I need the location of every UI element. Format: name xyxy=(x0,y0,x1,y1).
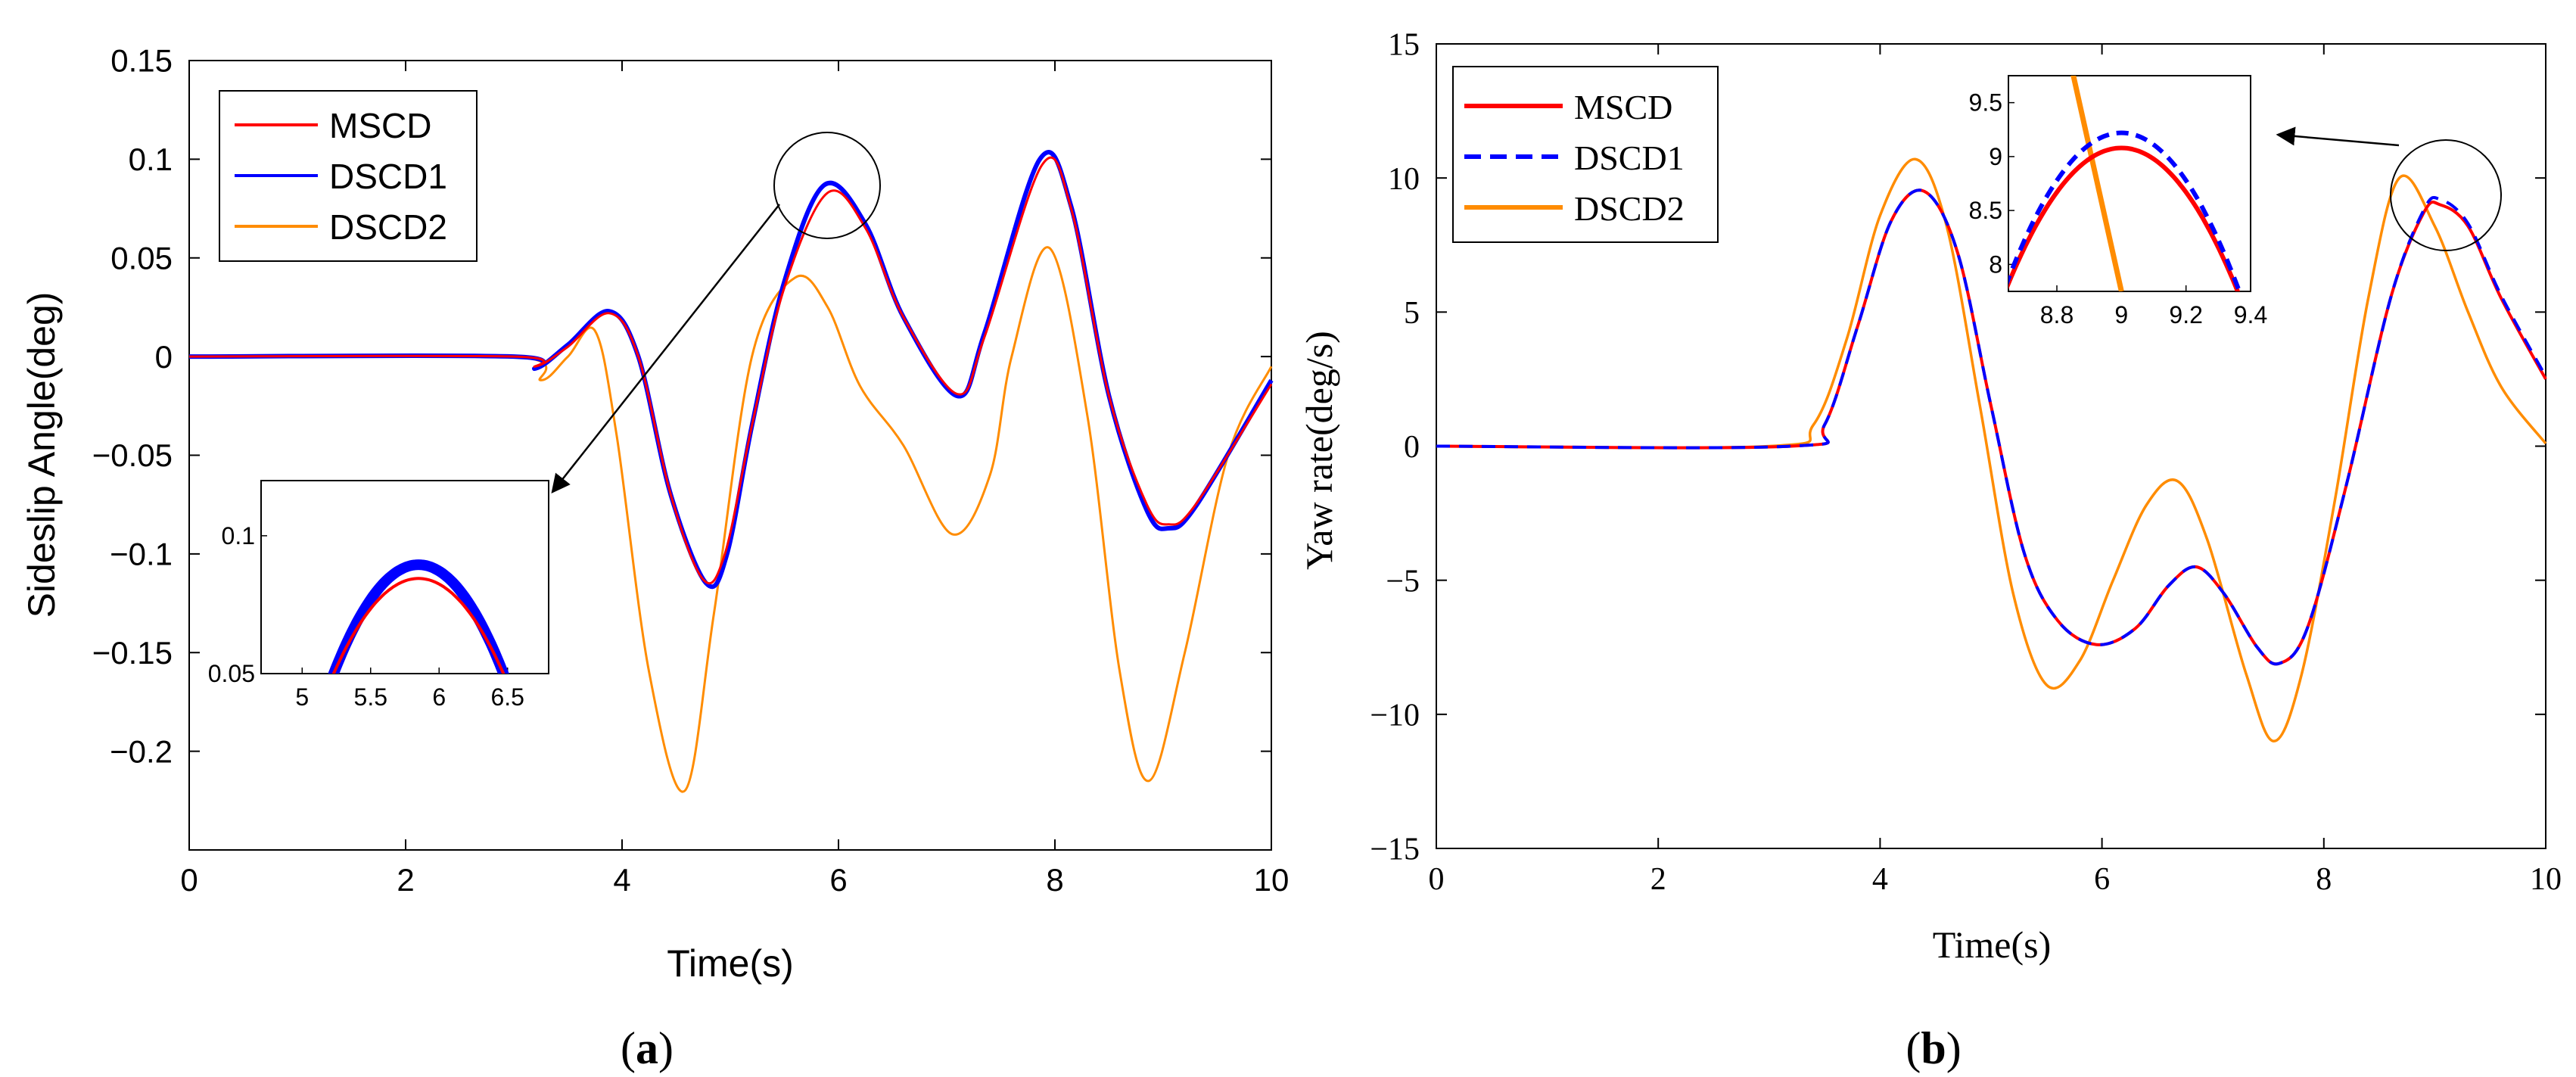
chart-b-zoom-circle xyxy=(2390,139,2502,251)
chart-b-x-tick-label: 8 xyxy=(2316,862,2332,897)
chart-a-x-tick-label: 0 xyxy=(180,862,198,898)
legend-a-dscd2-label: DSCD2 xyxy=(329,207,447,247)
chart-b-inset: 8.8 9 9.2 9.4 8 8.5 9 9.5 xyxy=(1969,75,2268,328)
chart-a-inset-x-tick-label: 5 xyxy=(295,683,309,711)
chart-a-x-tick-label: 8 xyxy=(1046,862,1063,898)
chart-b-x-tick-label: 0 xyxy=(1429,862,1445,897)
chart-b-x-axis-label: Time(s) xyxy=(1933,923,2052,966)
chart-b-inset-y-tick-label: 8.5 xyxy=(1969,197,2002,224)
chart-a-line-dscd2 xyxy=(188,246,1273,793)
chart-a-inset-y-tick-label: 0.05 xyxy=(208,660,255,687)
chart-b-y-tick-label: −15 xyxy=(1370,833,1420,867)
chart-b-inset-x-tick-label: 9.2 xyxy=(2169,301,2202,328)
chart-a-y-tick-label: 0.1 xyxy=(129,142,173,177)
panel-a-caption-letter: a xyxy=(636,1023,658,1073)
panel-a-caption: (a) xyxy=(621,1023,674,1073)
legend-b-mscd-label: MSCD xyxy=(1574,88,1672,126)
chart-a-line-mscd xyxy=(188,156,1273,585)
chart-b-x-tick-label: 2 xyxy=(1650,862,1666,897)
chart-b-line-dscd2 xyxy=(1436,157,2547,743)
chart-b-inset-curves xyxy=(2008,76,2242,291)
chart-a-legend: MSCD DSCD1 DSCD2 xyxy=(219,90,478,262)
chart-b-inset-line-dscd1 xyxy=(2008,130,2242,291)
chart-a-inset-axes: 5 5.5 6 6.5 0.05 0.1 xyxy=(208,522,524,711)
chart-b-x-axis: 0 2 4 6 8 10 xyxy=(1429,44,2562,897)
legend-b-dscd2-label: DSCD2 xyxy=(1574,189,1685,228)
chart-a-inset-line-dscd1 xyxy=(328,559,509,674)
chart-b: −15 −10 −5 0 5 10 15 0 2 4 6 8 10 Yaw rate(deg/s) T… xyxy=(1298,28,2562,1073)
chart-a-inset-x-tick-label: 6.5 xyxy=(490,683,524,711)
chart-a-y-tick-label: −0.1 xyxy=(110,537,173,572)
chart-a-y-tick-label: −0.15 xyxy=(92,635,173,671)
chart-a-y-tick-label: −0.2 xyxy=(110,733,173,769)
chart-b-x-tick-label: 4 xyxy=(1872,862,1888,897)
panel-b-caption-open: ( xyxy=(1906,1023,1921,1073)
chart-b-inset-x-tick-label: 8.8 xyxy=(2040,301,2074,328)
chart-b-y-tick-label: 0 xyxy=(1404,430,1420,465)
chart-a-series xyxy=(188,150,1274,793)
chart-a-inset-x-tick-label: 6 xyxy=(432,683,446,711)
chart-a-y-tick-label: 0 xyxy=(155,339,173,375)
legend-a-dscd1-label: DSCD1 xyxy=(329,157,447,196)
chart-a-zoom-arrow xyxy=(551,204,780,493)
chart-b-y-axis: −15 −10 −5 0 5 10 15 xyxy=(1370,28,2546,867)
chart-b-legend: MSCD DSCD1 DSCD2 xyxy=(1452,66,1719,243)
chart-a-inset-line-mscd xyxy=(331,577,506,674)
chart-a-y-tick-label: −0.05 xyxy=(92,437,173,473)
panel-b-caption: (b) xyxy=(1906,1023,1961,1073)
chart-a-inset-frame xyxy=(260,480,549,674)
legend-b-dscd1-label: DSCD1 xyxy=(1574,139,1685,177)
chart-a-inset-curves xyxy=(328,559,509,674)
chart-b-inset-x-tick-label: 9.4 xyxy=(2234,301,2267,328)
panel-a-caption-close: ) xyxy=(658,1023,674,1073)
chart-a-y-tick-label: 0.05 xyxy=(110,240,173,275)
chart-b-zoom-arrow xyxy=(2276,126,2400,147)
chart-a-inset: 5 5.5 6 6.5 0.05 0.1 xyxy=(208,480,549,711)
chart-b-inset-y-tick-label: 8 xyxy=(1989,251,2002,278)
chart-b-inset-x-tick-label: 9 xyxy=(2114,301,2128,328)
panel-b-caption-letter: b xyxy=(1921,1023,1946,1073)
chart-b-y-axis-label: Yaw rate(deg/s) xyxy=(1298,331,1340,570)
chart-b-x-tick-label: 10 xyxy=(2530,862,2562,897)
legend-a-mscd-label: MSCD xyxy=(329,106,431,145)
chart-a-x-axis-label: Time(s) xyxy=(667,942,794,985)
chart-b-y-tick-label: 15 xyxy=(1388,28,1420,63)
panel-b-caption-close: ) xyxy=(1946,1023,1962,1073)
chart-a-x-tick-label: 6 xyxy=(829,862,847,898)
chart-a-x-tick-label: 2 xyxy=(397,862,414,898)
chart-b-y-tick-label: −10 xyxy=(1370,699,1420,733)
chart-b-line-dscd1 xyxy=(1436,188,2547,666)
chart-b-y-tick-label: 5 xyxy=(1404,296,1420,331)
chart-b-inset-frame xyxy=(2008,75,2251,292)
chart-a-inset-x-tick-label: 5.5 xyxy=(354,683,387,711)
chart-b-inset-line-dscd2 xyxy=(2070,76,2124,291)
chart-a-y-axis-label: Sideslip Angle(deg) xyxy=(20,292,63,618)
chart-a-x-tick-label: 10 xyxy=(1254,862,1290,898)
chart-a-x-axis: 0 2 4 6 8 10 xyxy=(180,61,1289,898)
chart-b-inset-y-tick-label: 9 xyxy=(1989,143,2002,170)
chart-a-inset-y-tick-label: 0.1 xyxy=(222,522,255,549)
chart-b-y-tick-label: −5 xyxy=(1386,564,1420,599)
chart-b-x-tick-label: 6 xyxy=(2094,862,2110,897)
chart-b-inset-axes: 8.8 9 9.2 9.4 8 8.5 9 9.5 xyxy=(1969,89,2268,328)
panel-a-caption-open: ( xyxy=(621,1023,636,1073)
chart-a-y-tick-label: 0.15 xyxy=(110,43,173,79)
chart-b-inset-y-tick-label: 9.5 xyxy=(1969,89,2002,117)
chart-b-inset-line-mscd xyxy=(2008,145,2241,291)
chart-a-x-tick-label: 4 xyxy=(613,862,630,898)
chart-b-y-tick-label: 10 xyxy=(1388,162,1420,197)
chart-a-zoom-circle xyxy=(773,132,881,239)
